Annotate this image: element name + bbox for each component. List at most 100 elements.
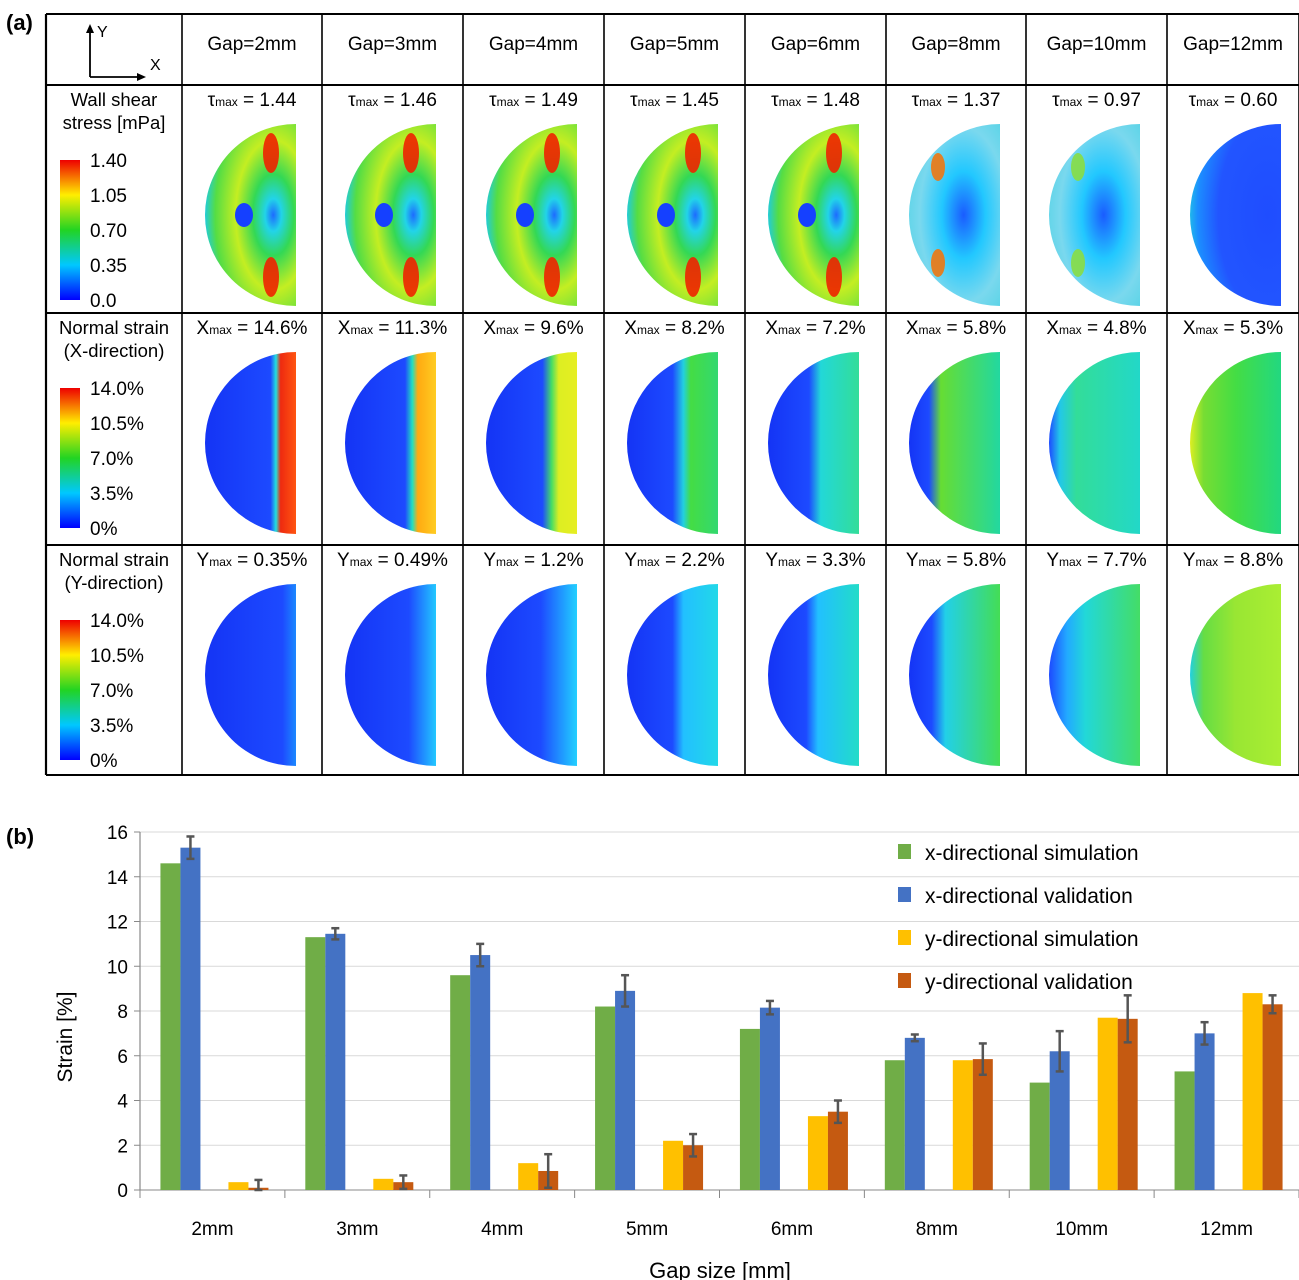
max-value-label: Xmax = 11.3% [338, 318, 448, 339]
colorbar-tick-label: 7.0% [90, 681, 133, 702]
legend-label: x-directional validation [925, 885, 1133, 908]
y-axis-label: Strain [%] [54, 991, 77, 1082]
colorbar-tick-label: 3.5% [90, 484, 133, 505]
colorbar-tick-label: 3.5% [90, 716, 133, 737]
max-value-label: Ymax = 7.7% [1046, 550, 1146, 571]
contour-half-disk [768, 124, 859, 306]
x-tick-label: 10mm [1055, 1219, 1108, 1240]
max-value-label: Xmax = 8.2% [624, 318, 724, 339]
column-header: Gap=4mm [489, 34, 578, 55]
colorbar-tick-label: 7.0% [90, 449, 133, 470]
colorbar [60, 620, 80, 760]
max-value-label: Xmax = 7.2% [765, 318, 865, 339]
bar [1097, 1017, 1118, 1190]
y-tick-label: 6 [117, 1047, 128, 1068]
x-axis-label: Gap size [mm] [649, 1258, 791, 1280]
bar [1029, 1082, 1050, 1190]
row-title-line: (X-direction) [64, 340, 165, 361]
legend-swatch [898, 973, 911, 988]
panel-a-label: (a) [6, 10, 33, 35]
contour-half-disk [345, 352, 436, 534]
colorbar-tick-label: 14.0% [90, 379, 144, 400]
max-value-label: Xmax = 9.6% [483, 318, 583, 339]
contour-half-disk [486, 352, 577, 534]
contour-half-disk [768, 352, 859, 534]
y-tick-label: 8 [117, 1002, 128, 1023]
bar [759, 1007, 780, 1190]
max-value-label: Xmax = 5.3% [1183, 318, 1283, 339]
error-bar [476, 942, 485, 968]
max-value-label: Ymax = 5.8% [906, 550, 1006, 571]
x-tick-label: 2mm [191, 1219, 233, 1240]
contour-half-disk [627, 124, 718, 306]
error-bar [1123, 994, 1132, 1044]
bar [1174, 1071, 1195, 1190]
row-title-line: stress [mPa] [63, 112, 166, 133]
bar [228, 1182, 249, 1190]
bar [739, 1028, 760, 1190]
x-tick-label: 3mm [336, 1219, 378, 1240]
colorbar-tick-label: 0.70 [90, 221, 127, 242]
column-header: Gap=8mm [911, 34, 1000, 55]
contour-half-disk [1049, 352, 1140, 534]
contour-half-disk [1190, 352, 1281, 534]
error-bar [254, 1178, 263, 1192]
axis-y-letter: Y [97, 24, 108, 41]
colorbar-tick-label: 0% [90, 519, 118, 540]
row-title-line: (Y-direction) [64, 572, 163, 593]
bar [683, 1145, 704, 1190]
legend-swatch [898, 887, 911, 902]
bar [807, 1116, 828, 1190]
bar [180, 847, 201, 1190]
contour-half-disk [205, 124, 296, 306]
colorbar [60, 160, 80, 300]
x-tick-label: 5mm [626, 1219, 668, 1240]
bar [884, 1060, 905, 1190]
table-grid [44, 13, 1299, 776]
bar [373, 1178, 394, 1190]
error-bar [331, 926, 340, 941]
column-header: Gap=6mm [771, 34, 860, 55]
bar [952, 1060, 973, 1190]
bar [904, 1037, 925, 1190]
strain-bar-chart: (b) 0 2 4 6 8 10 12 14 16 2mm 3mm 4mm 5mm 6mm 8mm 10mm 1… [6, 823, 1299, 1280]
colorbar-tick-label: 1.40 [90, 151, 127, 172]
y-tick-label: 14 [107, 868, 129, 889]
colorbar-tick-label: 14.0% [90, 611, 144, 632]
max-value-label: τmax = 1.48 [771, 90, 860, 111]
max-value-label: τmax = 1.44 [208, 90, 297, 111]
legend-swatch [898, 930, 911, 945]
error-bar [910, 1033, 919, 1043]
max-value-label: Xmax = 14.6% [197, 318, 308, 339]
bar [1242, 993, 1263, 1190]
error-bar [1055, 1029, 1064, 1073]
y-tick-label: 0 [117, 1181, 128, 1202]
max-value-label: Ymax = 2.2% [624, 550, 724, 571]
colorbar-tick-label: 0% [90, 751, 118, 772]
bar [1262, 1004, 1283, 1190]
column-header: Gap=10mm [1047, 34, 1147, 55]
max-value-label: Ymax = 0.49% [337, 550, 448, 571]
max-value-label: Ymax = 1.2% [483, 550, 583, 571]
bar [827, 1111, 848, 1190]
contour-half-disk [909, 124, 1000, 306]
legend-swatch [898, 844, 911, 859]
x-tick-label: 6mm [771, 1219, 813, 1240]
x-tick-label: 8mm [916, 1219, 958, 1240]
y-tick-label: 10 [107, 957, 128, 978]
x-tick-label: 12mm [1200, 1219, 1253, 1240]
error-bar [833, 1099, 842, 1125]
error-bar [544, 1152, 553, 1190]
contour-half-disk [205, 584, 296, 766]
max-value-label: τmax = 1.37 [912, 90, 1001, 111]
column-header: Gap=2mm [207, 34, 296, 55]
error-bar [689, 1132, 698, 1158]
y-tick-label: 2 [117, 1136, 128, 1157]
colorbar-tick-label: 10.5% [90, 646, 144, 667]
contour-half-disk [909, 352, 1000, 534]
contour-half-disk [627, 584, 718, 766]
column-header: Gap=5mm [630, 34, 719, 55]
bar [470, 955, 491, 1190]
contour-half-disk [205, 352, 296, 534]
legend-label: y-directional simulation [925, 928, 1139, 951]
